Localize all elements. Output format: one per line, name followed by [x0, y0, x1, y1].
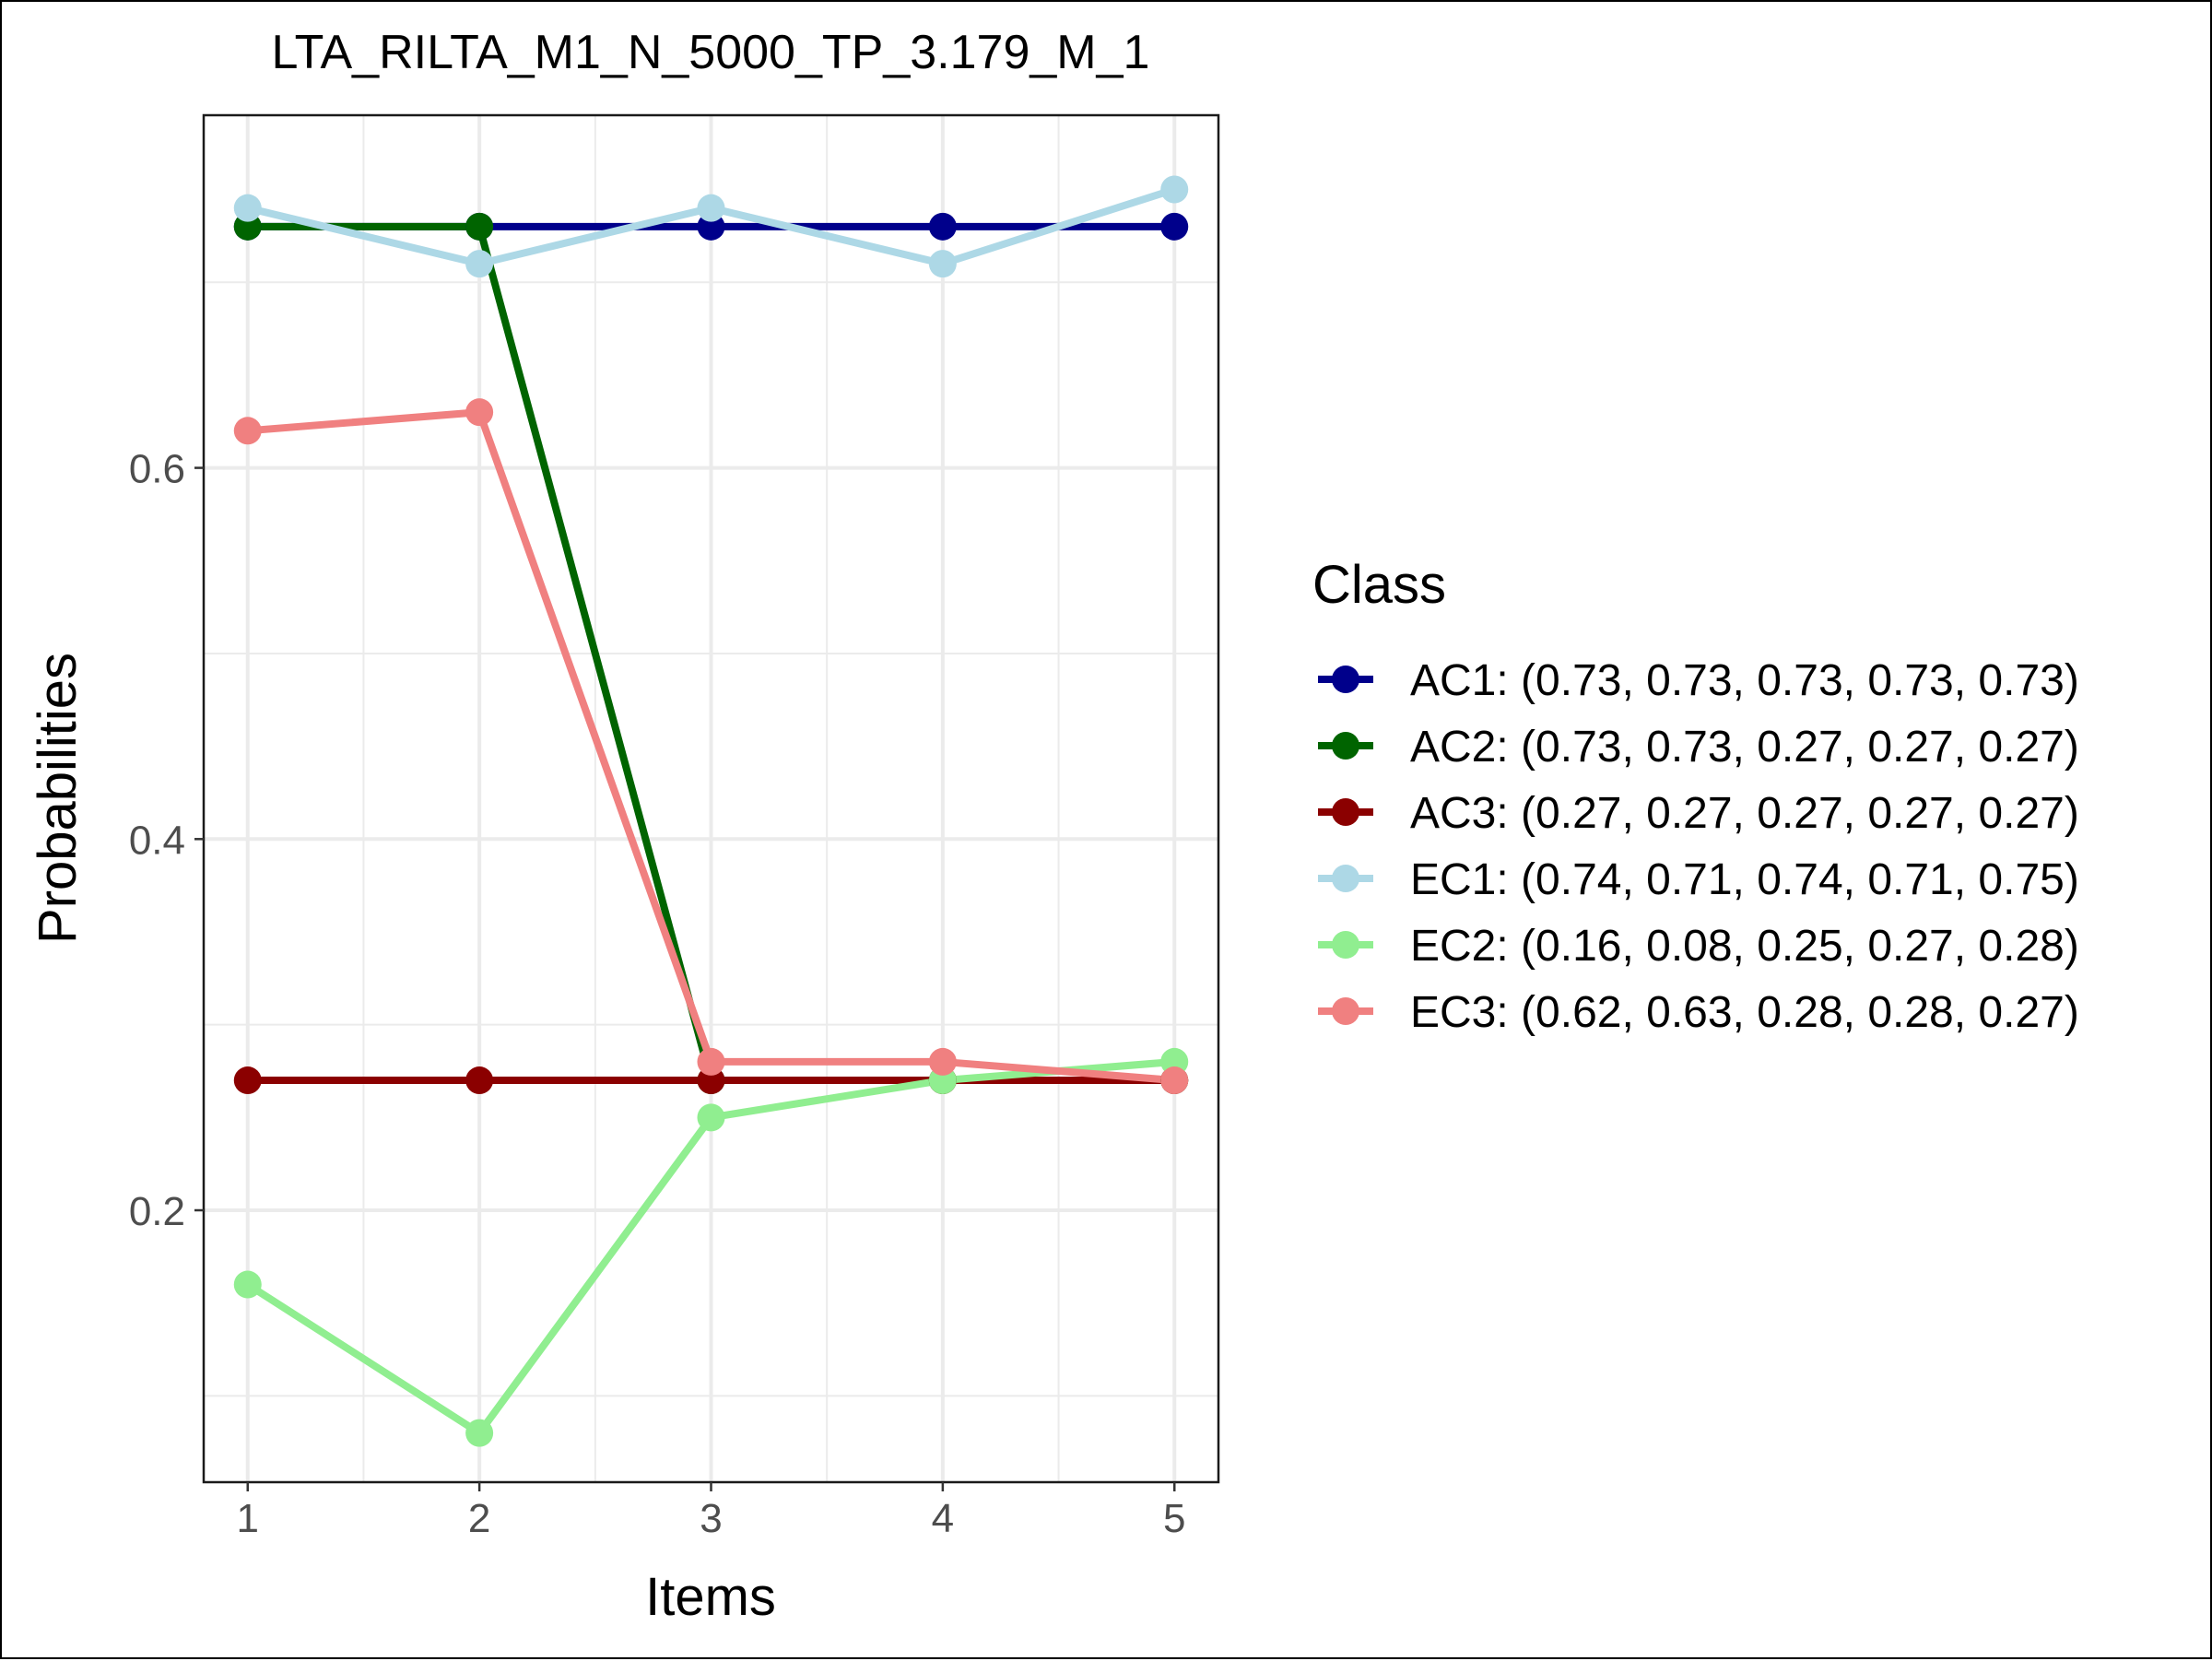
y-tick-label: 0.4 — [129, 818, 185, 863]
legend-key-point — [1332, 666, 1359, 693]
data-point-ec1 — [1160, 175, 1189, 204]
data-point-ec1 — [233, 194, 262, 222]
legend-item-label: EC3: (0.62, 0.63, 0.28, 0.28, 0.27) — [1410, 988, 2079, 1037]
data-point-ac1 — [928, 212, 957, 241]
data-point-ec3 — [697, 1047, 725, 1076]
data-point-ec1 — [697, 194, 725, 222]
legend-item-ac1: AC1: (0.73, 0.73, 0.73, 0.73, 0.73) — [1318, 656, 2079, 705]
legend-key-point — [1332, 997, 1359, 1025]
y-axis-title: Probabilities — [28, 653, 88, 944]
legend-key-point — [1332, 798, 1359, 826]
legend-item-label: EC2: (0.16, 0.08, 0.25, 0.27, 0.28) — [1410, 922, 2079, 971]
y-tick-label: 0.2 — [129, 1189, 185, 1234]
legend-item-ec1: EC1: (0.74, 0.71, 0.74, 0.71, 0.75) — [1318, 855, 2079, 904]
chart-title: LTA_RILTA_M1_N_5000_TP_3.179_M_1 — [272, 26, 1150, 79]
legend-item-label: EC1: (0.74, 0.71, 0.74, 0.71, 0.75) — [1410, 855, 2079, 904]
legend-item-ac3: AC3: (0.27, 0.27, 0.27, 0.27, 0.27) — [1318, 789, 2079, 838]
data-point-ac3 — [465, 1066, 494, 1095]
data-point-ac2 — [465, 212, 494, 241]
legend-items: AC1: (0.73, 0.73, 0.73, 0.73, 0.73) AC2: … — [1318, 656, 2079, 1037]
x-tick-label: 4 — [932, 1496, 954, 1541]
grid-lines — [204, 115, 1218, 1482]
legend-item-ec3: EC3: (0.62, 0.63, 0.28, 0.28, 0.27) — [1318, 988, 2079, 1037]
legend-item-ac2: AC2: (0.73, 0.73, 0.27, 0.27, 0.27) — [1318, 723, 2079, 772]
data-point-ec2 — [697, 1103, 725, 1132]
y-tick-label: 0.6 — [129, 447, 185, 492]
x-tick-label: 1 — [237, 1496, 259, 1541]
data-point-ec2 — [465, 1419, 494, 1447]
legend-item-label: AC2: (0.73, 0.73, 0.27, 0.27, 0.27) — [1410, 723, 2079, 772]
legend-key-point — [1332, 865, 1359, 892]
axis-ticks: 0.2 0.4 0.6 1 2 3 4 5 — [129, 447, 1186, 1541]
legend-title: Class — [1312, 555, 1446, 615]
data-point-ec3 — [465, 398, 494, 427]
data-point-ac3 — [233, 1066, 262, 1095]
x-tick-label: 3 — [700, 1496, 722, 1541]
data-point-ec2 — [233, 1270, 262, 1299]
data-point-ec3 — [928, 1047, 957, 1076]
legend: Class AC1: (0.73, 0.73, 0.73, 0.73, 0.73… — [1312, 555, 2079, 1037]
legend-key-point — [1332, 732, 1359, 760]
x-tick-label: 2 — [468, 1496, 490, 1541]
data-point-ac1 — [1160, 212, 1189, 241]
legend-item-label: AC3: (0.27, 0.27, 0.27, 0.27, 0.27) — [1410, 789, 2079, 838]
legend-item-ec2: EC2: (0.16, 0.08, 0.25, 0.27, 0.28) — [1318, 922, 2079, 971]
data-point-ec1 — [928, 250, 957, 278]
data-series — [233, 175, 1189, 1447]
x-axis-title: Items — [645, 1567, 776, 1627]
data-point-ec3 — [1160, 1066, 1189, 1095]
legend-item-label: AC1: (0.73, 0.73, 0.73, 0.73, 0.73) — [1410, 656, 2079, 705]
data-point-ec3 — [233, 417, 262, 445]
legend-key-point — [1332, 931, 1359, 959]
data-point-ec1 — [465, 250, 494, 278]
x-tick-label: 5 — [1163, 1496, 1185, 1541]
